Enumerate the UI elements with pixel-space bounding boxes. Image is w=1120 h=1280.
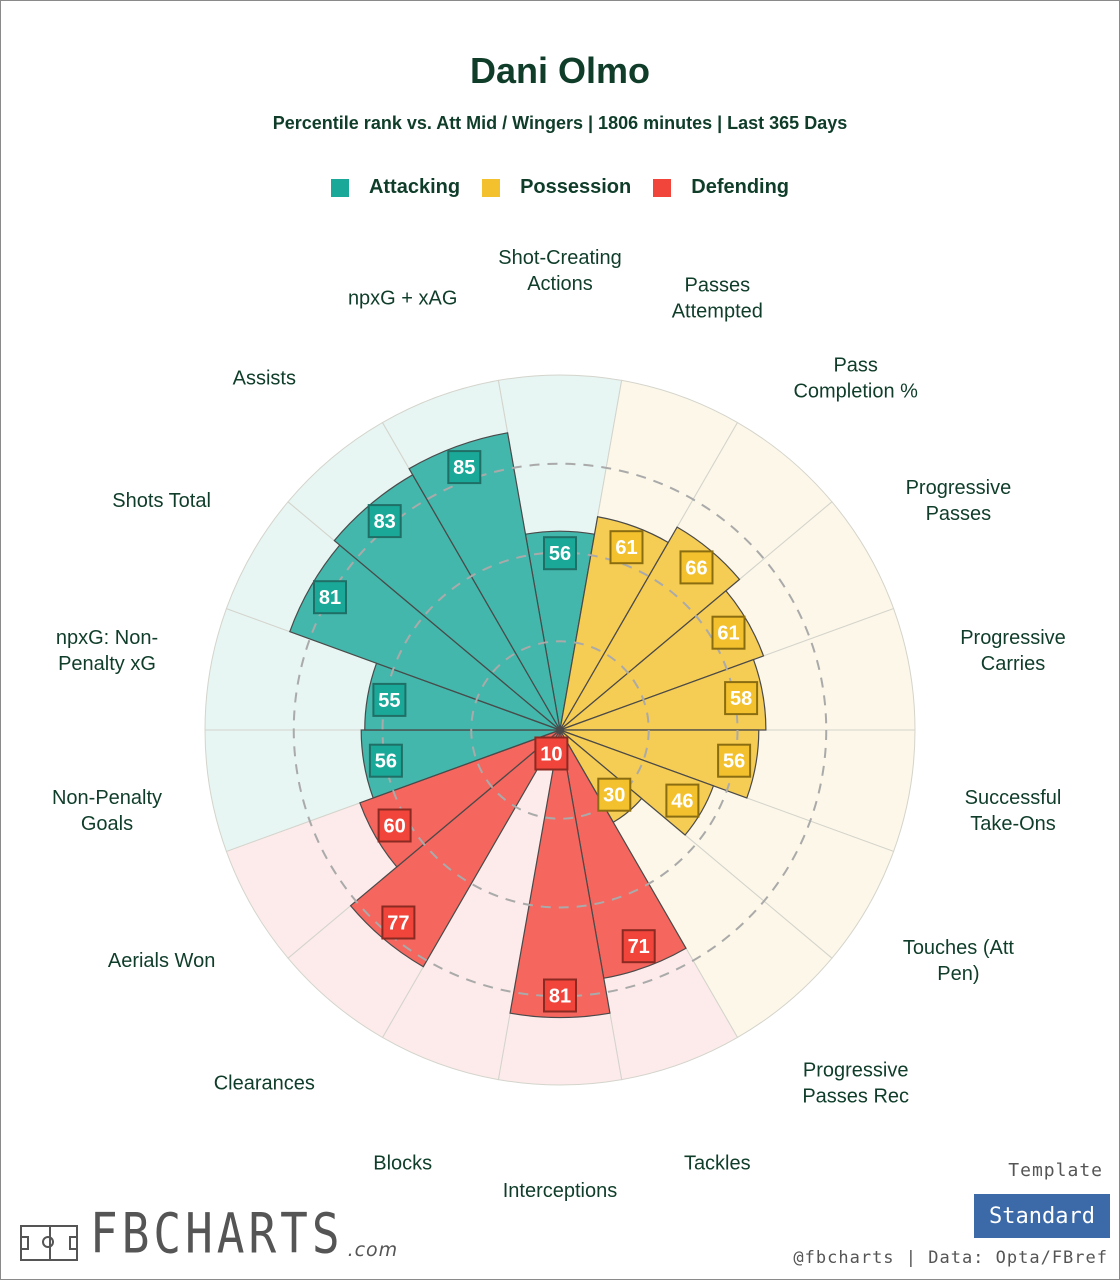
legend-item-defending: Defending [653, 176, 789, 199]
value-label-pass-completion: 66 [685, 557, 707, 579]
value-box-aerials-won [377, 808, 412, 843]
legend-label-defending: Defending [691, 176, 790, 198]
value-box-progressive-passes-rec [597, 777, 632, 812]
bar-non-penalty-goals [360, 729, 561, 799]
value-box-progressive-passes [711, 615, 746, 650]
category-label-assists: Assists [233, 368, 296, 390]
value-label-aerials-won: 60 [383, 816, 405, 838]
legend-swatch-attacking [330, 178, 349, 197]
value-box-successful-take-ons [717, 743, 752, 778]
category-label-clearances: Clearances [214, 1072, 315, 1094]
value-label-progressive-passes-rec: 30 [603, 785, 625, 807]
template-button[interactable]: Standard [974, 1194, 1110, 1238]
bar-progressive-carries [559, 658, 767, 731]
template-label: Template [1008, 1160, 1103, 1181]
legend-swatch-defending [653, 178, 672, 197]
value-box-passes-attempted [609, 530, 644, 565]
grid-circle [470, 640, 650, 820]
value-box-assists [367, 504, 402, 539]
value-label-non-penalty-goals: 56 [375, 751, 397, 773]
category-label-npxg-non-penalty-xg: npxG: Non-Penalty xG [56, 627, 158, 675]
logo-domain: .com [347, 1239, 399, 1261]
category-label-progressive-passes-rec: Progressive Passes Rec [802, 1059, 909, 1107]
value-box-blocks [534, 736, 569, 771]
category-label-non-penalty-goals: Non-Penalty Goals [52, 787, 162, 835]
value-label-assists: 83 [374, 511, 396, 533]
value-label-progressive-passes: 61 [717, 623, 739, 645]
category-label-shot-creating-actions: Shot-Creating Actions [498, 247, 621, 295]
category-label-passes-attempted: Passes Attempted [672, 275, 763, 323]
category-label-shots-total: Shots Total [112, 490, 211, 512]
chart-title: Dani Olmo [469, 50, 651, 91]
value-box-progressive-carries [724, 681, 759, 716]
category-label-touches-att-pen: Touches (Att Pen) [903, 937, 1015, 985]
category-label-tackles: Tackles [684, 1152, 751, 1174]
fbcharts-logo: FBCHARTS .com [20, 1206, 399, 1261]
value-box-shots-total [313, 580, 347, 615]
legend-item-attacking: Attacking [330, 176, 461, 199]
category-label-progressive-carries: Progressive Carries [960, 627, 1066, 675]
value-box-non-penalty-goals [368, 743, 403, 778]
category-label-blocks: Blocks [373, 1152, 432, 1174]
bar-successful-take-ons [559, 729, 760, 799]
value-label-progressive-carries: 58 [730, 688, 752, 710]
value-box-npxg-non-penalty-xg [372, 682, 407, 717]
value-label-shots-total: 81 [319, 587, 341, 609]
value-label-tackles: 71 [628, 936, 650, 958]
category-label-progressive-passes: Progressive Passes [906, 477, 1012, 525]
category-label-pass-completion: Pass Completion % [793, 355, 918, 403]
value-label-touches-att-pen: 46 [671, 791, 693, 813]
category-label-npxg-xag: npxG + xAG [348, 288, 458, 310]
bar-npxg-xag [408, 432, 561, 731]
legend: Attacking Possession Defending [0, 176, 1120, 199]
value-label-clearances: 77 [387, 913, 409, 935]
logo-text: FBCHARTS [90, 1201, 344, 1266]
chart-subtitle: Percentile rank vs. Att Mid / Wingers | … [272, 113, 848, 133]
legend-swatch-possession [482, 178, 501, 197]
value-box-clearances [381, 905, 416, 940]
value-box-interceptions [543, 978, 577, 1013]
credit-text: @fbcharts | Data: Opta/FBref [793, 1248, 1108, 1268]
category-label-aerials-won: Aerials Won [108, 950, 215, 972]
legend-label-attacking: Attacking [368, 176, 461, 198]
value-label-successful-take-ons: 56 [723, 751, 745, 773]
pitch-icon [20, 1225, 78, 1261]
value-label-passes-attempted: 61 [615, 537, 637, 559]
value-box-shot-creating-actions [543, 536, 577, 571]
legend-item-possession: Possession [482, 176, 631, 199]
value-label-shot-creating-actions: 56 [549, 543, 571, 565]
value-label-interceptions: 81 [549, 986, 571, 1008]
value-label-npxg-non-penalty-xg: 55 [378, 690, 400, 712]
bar-interceptions [509, 729, 611, 1019]
category-label-interceptions: Interceptions [503, 1180, 618, 1202]
value-box-tackles [621, 929, 656, 964]
legend-label-possession: Possession [520, 176, 632, 198]
value-label-blocks: 10 [540, 744, 562, 766]
value-box-pass-completion [679, 550, 714, 585]
value-box-npxg-xag [447, 450, 482, 485]
category-label-successful-take-ons: Successful Take-Ons [965, 787, 1062, 835]
value-box-touches-att-pen [665, 783, 700, 818]
value-label-npxg-xag: 85 [453, 457, 475, 479]
